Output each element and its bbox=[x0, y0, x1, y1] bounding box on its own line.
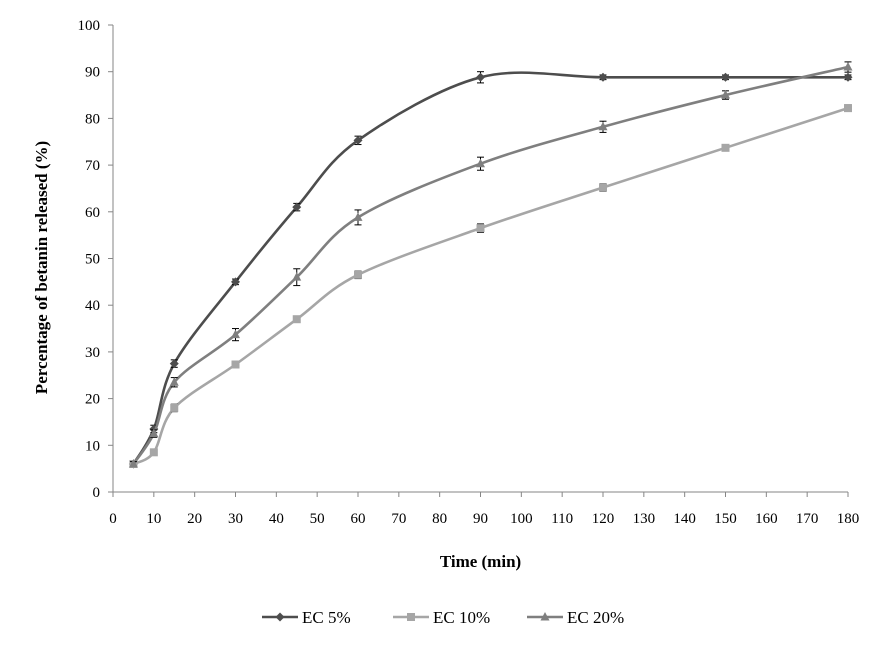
legend-item: EC 5% bbox=[262, 608, 351, 627]
data-point-marker bbox=[599, 183, 607, 192]
x-tick-label: 130 bbox=[633, 511, 656, 527]
y-tick-label: 50 bbox=[85, 252, 100, 268]
data-point-marker bbox=[128, 458, 138, 468]
data-point-marker bbox=[169, 359, 179, 369]
data-point-marker bbox=[353, 135, 363, 145]
series-line bbox=[132, 65, 849, 465]
y-tick-label: 60 bbox=[85, 205, 100, 221]
data-point-marker bbox=[844, 104, 852, 113]
data-point-marker bbox=[721, 72, 730, 82]
x-tick-label: 90 bbox=[473, 511, 488, 527]
x-tick-label: 40 bbox=[269, 511, 284, 527]
x-tick-label: 70 bbox=[391, 511, 406, 527]
data-point-marker bbox=[292, 202, 302, 212]
data-point-marker bbox=[598, 121, 608, 131]
x-tick-label: 110 bbox=[551, 511, 573, 527]
legend-item: EC 20% bbox=[527, 608, 624, 627]
data-point-marker bbox=[476, 72, 485, 82]
data-point-marker bbox=[149, 448, 158, 457]
data-point-marker bbox=[721, 90, 730, 99]
legend-item: EC 10% bbox=[393, 608, 490, 627]
axes: 0 10 20 30 40 50 60 70 80 90 100 0 10 20 30 40 50 60 70 80 9… bbox=[78, 18, 860, 527]
x-tick-label: 60 bbox=[351, 511, 366, 527]
y-tick-label: 0 bbox=[93, 485, 101, 501]
y-tick-label: 40 bbox=[85, 298, 100, 314]
data-point-marker bbox=[149, 428, 159, 438]
x-tick-label: 180 bbox=[837, 511, 860, 527]
x-tick-label: 170 bbox=[796, 511, 819, 527]
data-point-marker bbox=[721, 143, 730, 152]
legend-swatch-marker bbox=[407, 613, 415, 621]
x-tick-label: 100 bbox=[510, 511, 533, 527]
x-tick-label: 30 bbox=[228, 511, 243, 527]
series-ec-5- bbox=[128, 71, 853, 469]
x-tick-label: 20 bbox=[187, 511, 202, 527]
x-tick-label: 50 bbox=[310, 511, 325, 527]
data-point-marker bbox=[292, 272, 302, 281]
legend-label: EC 20% bbox=[567, 608, 624, 627]
plot-area bbox=[128, 61, 853, 469]
legend: EC 5% EC 10% EC 20% bbox=[262, 608, 624, 627]
series-line bbox=[132, 106, 849, 466]
legend-swatch-marker bbox=[275, 612, 285, 622]
y-tick-label: 70 bbox=[85, 158, 100, 174]
data-point-marker bbox=[476, 158, 485, 168]
x-tick-label: 0 bbox=[109, 511, 117, 527]
data-point-marker bbox=[843, 62, 853, 71]
x-tick-label: 150 bbox=[714, 511, 737, 527]
x-tick-label: 10 bbox=[146, 511, 161, 527]
legend-label: EC 5% bbox=[302, 608, 351, 627]
x-tick-label: 80 bbox=[432, 511, 447, 527]
data-point-marker bbox=[231, 360, 240, 369]
data-point-marker bbox=[231, 277, 240, 287]
y-axis-title: Percentage of betanin released (%) bbox=[32, 141, 51, 394]
y-tick-label: 20 bbox=[85, 392, 100, 408]
data-point-marker bbox=[169, 377, 179, 386]
data-point-marker bbox=[170, 403, 179, 412]
x-tick-label: 120 bbox=[592, 511, 615, 527]
x-axis-title: Time (min) bbox=[440, 552, 521, 571]
data-point-marker bbox=[476, 224, 485, 233]
x-tick-label: 140 bbox=[673, 511, 696, 527]
legend-label: EC 10% bbox=[433, 608, 490, 627]
series-ec-20- bbox=[128, 61, 853, 468]
y-tick-label: 10 bbox=[85, 438, 100, 454]
data-point-marker bbox=[231, 329, 240, 339]
series-line bbox=[132, 71, 848, 465]
y-tick-label: 100 bbox=[78, 18, 101, 34]
data-point-marker bbox=[292, 315, 301, 324]
x-tick-label: 160 bbox=[755, 511, 778, 527]
data-point-marker bbox=[354, 270, 362, 279]
y-tick-label: 80 bbox=[85, 111, 100, 127]
data-point-marker bbox=[353, 212, 363, 221]
legend-swatch-marker bbox=[540, 612, 550, 621]
data-point-marker bbox=[598, 72, 608, 82]
y-tick-label: 30 bbox=[85, 345, 100, 361]
y-tick-label: 90 bbox=[85, 65, 100, 81]
data-point-marker bbox=[843, 72, 853, 82]
